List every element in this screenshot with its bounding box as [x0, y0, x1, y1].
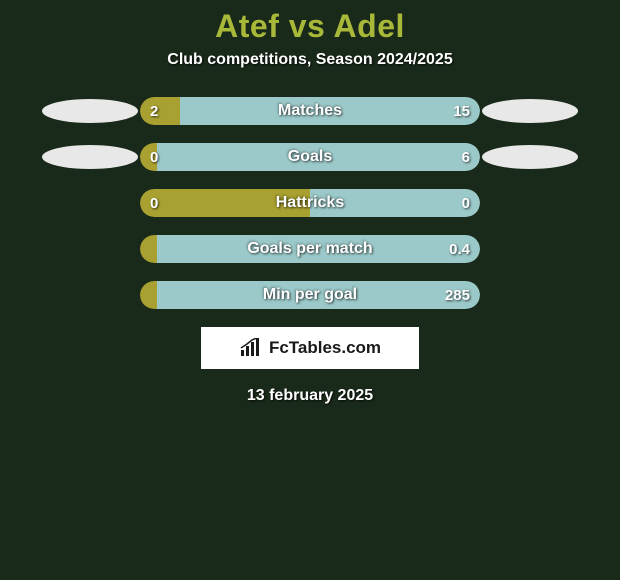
stat-bar: 0.4Goals per match	[140, 235, 480, 263]
stat-bar: 00Hattricks	[140, 189, 480, 217]
stat-rows: 215Matches06Goals00Hattricks0.4Goals per…	[0, 97, 620, 309]
player-right-avatar	[480, 97, 580, 125]
avatar-ellipse	[482, 145, 578, 169]
player-left-avatar	[40, 143, 140, 171]
stat-row: 06Goals	[0, 143, 620, 171]
bar-right-fill	[157, 235, 480, 263]
stat-bar: 285Min per goal	[140, 281, 480, 309]
chart-icon	[239, 338, 263, 358]
bar-right-fill	[180, 97, 480, 125]
stat-value-right: 0.4	[449, 235, 470, 263]
avatar-ellipse	[42, 99, 138, 123]
avatar-ellipse	[482, 99, 578, 123]
bar-left-fill	[140, 281, 157, 309]
bar-right-fill	[157, 143, 480, 171]
bar-left-fill	[140, 235, 157, 263]
comparison-widget: Atef vs Adel Club competitions, Season 2…	[0, 0, 620, 580]
stat-value-right: 15	[453, 97, 470, 125]
bar-right-fill	[310, 189, 480, 217]
stat-value-left: 2	[150, 97, 158, 125]
player-right-avatar	[480, 143, 580, 171]
brand-text: FcTables.com	[269, 338, 381, 358]
page-title: Atef vs Adel	[0, 8, 620, 45]
stat-bar: 06Goals	[140, 143, 480, 171]
stat-row: 215Matches	[0, 97, 620, 125]
stat-row: 285Min per goal	[0, 281, 620, 309]
stat-bar: 215Matches	[140, 97, 480, 125]
bar-right-fill	[157, 281, 480, 309]
stat-value-right: 285	[445, 281, 470, 309]
stat-value-left: 0	[150, 143, 158, 171]
avatar-ellipse	[42, 145, 138, 169]
date-label: 13 february 2025	[0, 387, 620, 405]
stat-value-left: 0	[150, 189, 158, 217]
stat-row: 0.4Goals per match	[0, 235, 620, 263]
bar-left-fill	[140, 189, 310, 217]
stat-row: 00Hattricks	[0, 189, 620, 217]
page-subtitle: Club competitions, Season 2024/2025	[0, 51, 620, 69]
stat-value-right: 0	[462, 189, 470, 217]
bar-left-fill	[140, 97, 180, 125]
brand-logo: FcTables.com	[201, 327, 419, 369]
player-left-avatar	[40, 97, 140, 125]
stat-value-right: 6	[462, 143, 470, 171]
